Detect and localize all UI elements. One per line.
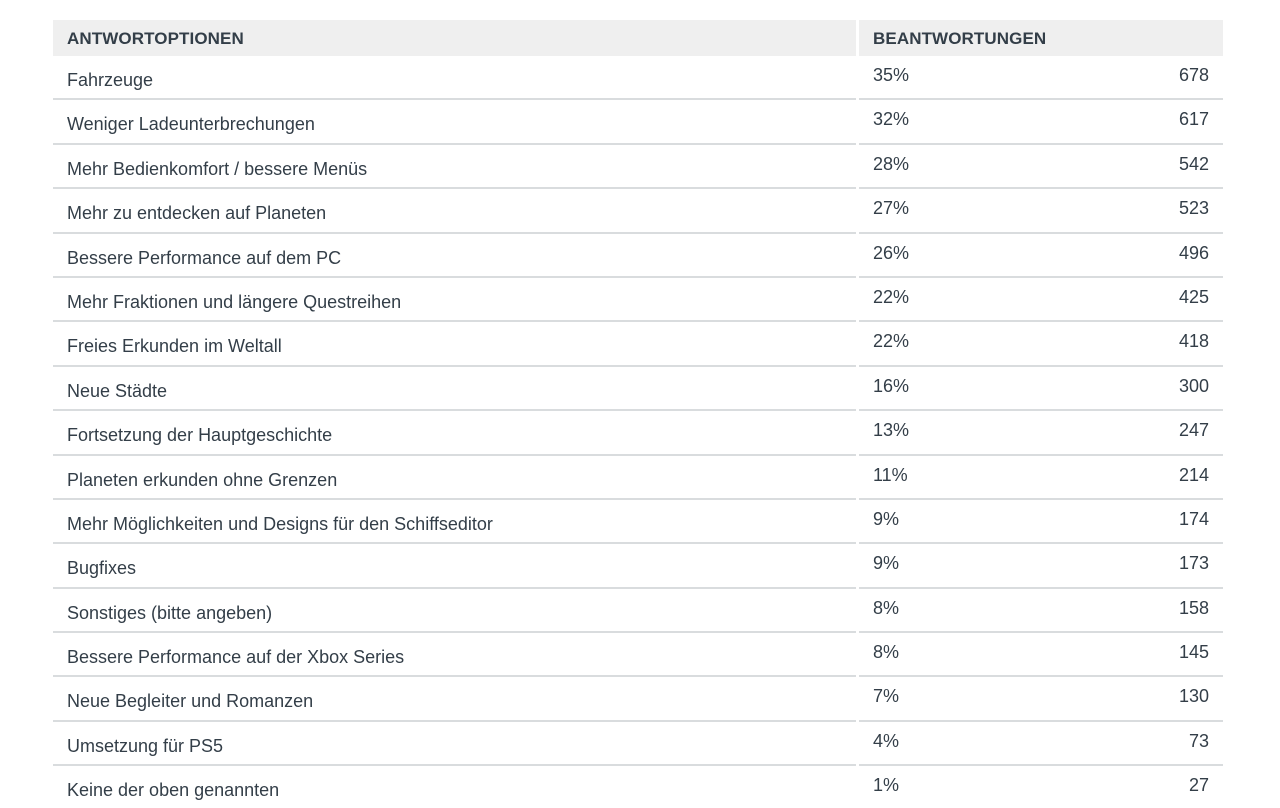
response-percent: 13% xyxy=(873,420,910,441)
response-percent: 27% xyxy=(873,198,910,219)
answer-option-label: Mehr Fraktionen und längere Questreihen xyxy=(53,278,856,323)
response-count: 300 xyxy=(1178,375,1209,396)
answer-option-label: Weniger Ladeunterbrechungen xyxy=(53,100,856,145)
response-cell: 27% 523 xyxy=(859,189,1223,234)
response-count: 130 xyxy=(1178,686,1209,707)
response-count: 542 xyxy=(1178,153,1209,174)
header-responses: BEANTWORTUNGEN xyxy=(859,20,1223,56)
table-row: Neue Begleiter und Romanzen 7% 130 xyxy=(53,677,1223,722)
response-percent: 8% xyxy=(873,642,900,663)
response-count: 214 xyxy=(1178,464,1209,485)
response-cell: 22% 425 xyxy=(859,278,1223,323)
response-percent: 22% xyxy=(873,331,910,352)
answer-option-label: Fahrzeuge xyxy=(53,56,856,101)
response-count: 523 xyxy=(1178,198,1209,219)
table-row: Mehr Möglichkeiten und Designs für den S… xyxy=(53,500,1223,545)
response-cell: 13% 247 xyxy=(859,411,1223,456)
table-row: Bugfixes 9% 173 xyxy=(53,544,1223,589)
table-row: Bessere Performance auf dem PC 26% 496 xyxy=(53,234,1223,278)
answer-option-label: Keine der oben genannten xyxy=(67,780,280,801)
response-count: 617 xyxy=(1178,109,1209,130)
answer-option-label: Bessere Performance auf der Xbox Series xyxy=(53,633,856,678)
response-percent: 28% xyxy=(873,153,910,174)
answer-option-label: Bessere Performance auf dem PC xyxy=(53,234,856,278)
response-cell: 1% 27 xyxy=(859,766,1223,808)
table-row: Keine der oben genannten 1% 27 xyxy=(53,766,1223,808)
response-count: 27 xyxy=(1188,775,1209,796)
response-cell: 7% 130 xyxy=(859,677,1223,722)
response-cell: 11% 214 xyxy=(859,456,1223,500)
table-row: Mehr Fraktionen und längere Questreihen 2… xyxy=(53,278,1223,323)
response-percent: 9% xyxy=(873,553,900,574)
table-row: Mehr Bedienkomfort / bessere Menüs 28% 542 xyxy=(53,145,1223,190)
response-percent: 11% xyxy=(873,464,908,485)
answer-option-label: Freies Erkunden im Weltall xyxy=(53,322,856,367)
response-percent: 4% xyxy=(873,730,900,751)
survey-results-table: ANTWORTOPTIONEN BEANTWORTUNGEN Fahrzeuge… xyxy=(53,20,1223,808)
answer-option-label: Planeten erkunden ohne Grenzen xyxy=(53,456,856,500)
response-count: 496 xyxy=(1178,242,1209,263)
response-count: 678 xyxy=(1178,65,1209,85)
answer-option-label: Neue Begleiter und Romanzen xyxy=(53,677,856,722)
table-row: Planeten erkunden ohne Grenzen 11% 214 xyxy=(53,456,1223,500)
table-header: ANTWORTOPTIONEN BEANTWORTUNGEN xyxy=(53,20,1223,56)
response-cell: 32% 617 xyxy=(859,100,1223,145)
response-count: 145 xyxy=(1178,642,1209,663)
table-row: Fahrzeuge 35% 678 xyxy=(53,56,1223,101)
header-answer-options: ANTWORTOPTIONEN xyxy=(53,20,856,56)
table-body: Fahrzeuge 35% 678 Weniger Ladeunterbrechung… xyxy=(53,56,1223,808)
table-row: Mehr zu entdecken auf Planeten 27% 523 xyxy=(53,189,1223,234)
response-cell: 8% 158 xyxy=(859,589,1223,634)
response-count: 173 xyxy=(1178,553,1209,574)
answer-option-label: Umsetzung für PS5 xyxy=(53,722,856,767)
answer-option-label: Fortsetzung der Hauptgeschichte xyxy=(53,411,856,456)
response-percent: 22% xyxy=(873,286,910,307)
response-percent: 9% xyxy=(873,508,900,529)
response-percent: 32% xyxy=(873,109,910,130)
response-cell: 9% 174 xyxy=(859,500,1223,545)
response-count: 247 xyxy=(1178,420,1209,441)
response-percent: 8% xyxy=(873,597,900,618)
response-count: 418 xyxy=(1178,331,1209,352)
response-count: 425 xyxy=(1178,286,1209,307)
response-cell: 9% 173 xyxy=(859,544,1223,589)
answer-option-label: Mehr zu entdecken auf Planeten xyxy=(53,189,856,234)
response-cell: 16% 300 xyxy=(859,367,1223,412)
table-row: Sonstiges (bitte angeben) 8% 158 xyxy=(53,589,1223,634)
answer-option-label: Neue Städte xyxy=(53,367,856,412)
header-gap xyxy=(856,20,859,56)
response-percent: 16% xyxy=(873,375,910,396)
response-count: 158 xyxy=(1178,597,1209,618)
answer-option-label: Mehr Bedienkomfort / bessere Menüs xyxy=(53,145,856,190)
response-cell: 8% 145 xyxy=(859,633,1223,678)
answer-option-label: Sonstiges (bitte angeben) xyxy=(53,589,856,634)
response-count: 174 xyxy=(1178,508,1209,529)
response-cell: 22% 418 xyxy=(859,322,1223,367)
table-row: Weniger Ladeunterbrechungen 32% 617 xyxy=(53,100,1223,145)
response-percent: 26% xyxy=(873,242,910,263)
response-cell: 35% 678 xyxy=(859,56,1223,101)
table-row: Umsetzung für PS5 4% 73 xyxy=(53,722,1223,767)
answer-option-label: Bugfixes xyxy=(53,544,856,589)
response-percent: 1% xyxy=(873,775,900,796)
response-count: 73 xyxy=(1188,730,1209,751)
response-percent: 7% xyxy=(873,686,900,707)
table-row: Fortsetzung der Hauptgeschichte 13% 247 xyxy=(53,411,1223,456)
response-cell: 4% 73 xyxy=(859,722,1223,767)
table-row: Freies Erkunden im Weltall 22% 418 xyxy=(53,322,1223,367)
response-percent: 35% xyxy=(873,65,910,85)
response-cell: 26% 496 xyxy=(859,234,1223,278)
table-row: Bessere Performance auf der Xbox Series 8… xyxy=(53,633,1223,678)
answer-option-label: Mehr Möglichkeiten und Designs für den S… xyxy=(53,500,856,545)
table-row: Neue Städte 16% 300 xyxy=(53,367,1223,412)
response-cell: 28% 542 xyxy=(859,145,1223,190)
